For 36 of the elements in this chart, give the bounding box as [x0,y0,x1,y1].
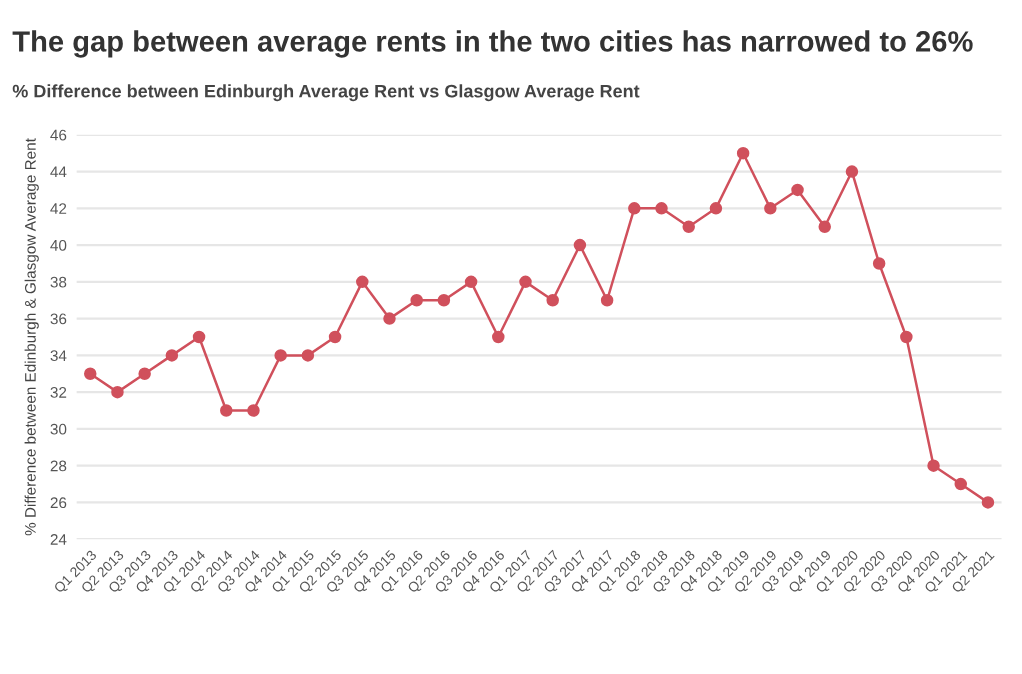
point [247,404,260,417]
point [845,165,859,178]
point [655,202,668,215]
point [492,330,505,344]
chart-title: The gap between average rents in the two cities has narrowed to 26% [12,30,973,58]
point [138,367,151,381]
point [220,404,233,417]
point [383,312,396,325]
point [410,293,423,307]
point [954,477,968,491]
point [628,202,641,215]
point [464,275,478,289]
point [872,257,886,270]
point [818,220,831,233]
point [274,349,287,362]
point [111,385,124,399]
point [981,496,995,509]
point [736,146,750,160]
point [900,330,913,344]
point [709,202,723,215]
point [573,238,587,252]
point [437,293,451,307]
point [356,275,369,289]
point [764,202,777,215]
point [546,293,559,307]
point [682,220,695,233]
point [165,349,179,362]
point [84,367,97,381]
point [927,459,940,472]
point [791,183,804,197]
chart-subtitle: % Difference between Edinburgh Average Rent vs Glasgow Average Rent [12,84,640,102]
point [328,330,342,344]
point [600,293,614,307]
point [301,349,315,362]
point [519,275,532,289]
point [192,330,206,344]
